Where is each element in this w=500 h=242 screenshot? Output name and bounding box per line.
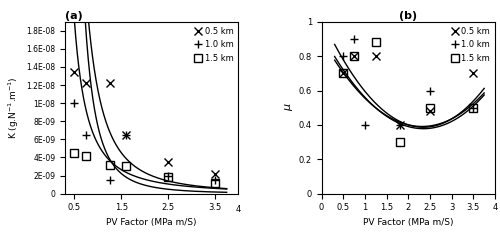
Text: (a): (a) [65, 11, 83, 21]
Y-axis label: μ: μ [283, 104, 293, 111]
Y-axis label: K (g.N$^{-1}$.m$^{-1}$): K (g.N$^{-1}$.m$^{-1}$) [6, 76, 20, 139]
X-axis label: PV Factor (MPa m/S): PV Factor (MPa m/S) [106, 218, 197, 227]
Title: (b): (b) [399, 11, 417, 21]
Legend: 0.5 km, 1.0 km, 1.5 km: 0.5 km, 1.0 km, 1.5 km [450, 26, 491, 64]
Text: 4: 4 [236, 205, 241, 214]
X-axis label: PV Factor (MPa m/S): PV Factor (MPa m/S) [363, 218, 454, 227]
Legend: 0.5 km, 1.0 km, 1.5 km: 0.5 km, 1.0 km, 1.5 km [194, 26, 234, 64]
